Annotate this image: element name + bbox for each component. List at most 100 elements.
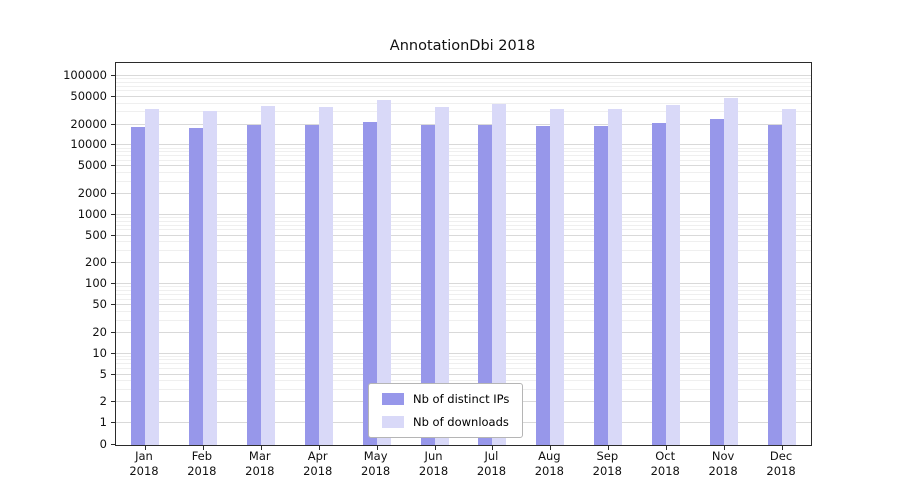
minor-gridline <box>116 78 811 80</box>
bar-distinct-ips <box>594 126 609 445</box>
x-tick-mark <box>782 445 784 450</box>
y-tick-label: 0 <box>99 437 107 451</box>
y-tick-mark <box>111 165 116 167</box>
major-gridline <box>116 192 811 194</box>
x-tick-label: Jul 2018 <box>462 449 520 479</box>
x-tick-label: Feb 2018 <box>173 449 231 479</box>
minor-gridline <box>116 111 811 113</box>
legend-swatch-distinct-ips <box>382 393 404 405</box>
y-tick-mark <box>111 444 116 445</box>
major-gridline <box>116 213 811 215</box>
x-tick-year: 2018 <box>360 464 391 478</box>
y-tick-label: 100000 <box>63 68 107 82</box>
x-tick-year: 2018 <box>129 464 159 478</box>
bars-layer <box>116 63 811 445</box>
bar-downloads <box>550 109 565 445</box>
x-tick-mark <box>492 445 494 450</box>
legend-label-downloads: Nb of downloads <box>413 415 509 429</box>
x-tick-month: May <box>363 449 388 463</box>
x-tick-mark <box>318 445 320 450</box>
major-gridline <box>116 262 811 264</box>
bar-downloads <box>492 104 507 445</box>
major-gridline <box>116 123 811 125</box>
x-tick-label: Oct 2018 <box>636 449 694 479</box>
bar-distinct-ips <box>420 125 435 445</box>
bar-distinct-ips <box>768 125 783 445</box>
y-tick-label: 1000 <box>77 206 107 221</box>
x-tick-label: Aug 2018 <box>520 449 578 479</box>
minor-gridline <box>116 90 811 92</box>
y-tick-mark <box>111 75 116 76</box>
x-tick-mark <box>260 445 262 450</box>
x-tick-month: Mar <box>248 449 271 463</box>
y-tick-label: 50000 <box>70 88 107 103</box>
x-tick-year: 2018 <box>708 464 738 478</box>
bar-downloads <box>202 111 217 445</box>
x-tick-mark <box>202 445 204 450</box>
minor-gridline <box>116 155 811 157</box>
y-tick-mark <box>111 144 116 146</box>
y-tick-label: 20 <box>92 324 107 339</box>
x-tick-label: Apr 2018 <box>289 449 347 479</box>
x-tick-label: Jan 2018 <box>115 449 173 479</box>
bar-downloads <box>376 100 391 445</box>
x-tick-year: 2018 <box>650 464 680 478</box>
y-tick-label: 100 <box>85 276 107 291</box>
x-tick-month: Aug <box>538 449 561 463</box>
y-tick-mark <box>111 123 116 125</box>
minor-gridline <box>116 151 811 153</box>
x-tick-month: Feb <box>191 449 213 463</box>
minor-gridline <box>116 319 811 321</box>
minor-gridline <box>116 250 811 252</box>
legend-item-distinct-ips: Nb of distinct IPs <box>382 392 509 406</box>
major-gridline <box>116 144 811 146</box>
major-gridline <box>116 283 811 285</box>
minor-gridline <box>116 147 811 149</box>
major-gridline <box>116 165 811 167</box>
minor-gridline <box>116 216 811 218</box>
y-tick-label: 1 <box>99 415 107 429</box>
x-tick-year: 2018 <box>303 464 333 478</box>
minor-gridline <box>116 293 811 295</box>
major-gridline <box>116 95 811 97</box>
x-axis-tick-labels: Jan 2018 Feb 2018 Mar 2018 Apr 2018 May 2018 Jun 20… <box>115 449 810 489</box>
y-tick-label: 5000 <box>77 158 107 173</box>
minor-gridline <box>116 85 811 87</box>
minor-gridline <box>116 224 811 226</box>
x-tick-month: Oct <box>655 449 676 463</box>
bar-distinct-ips <box>478 124 493 445</box>
x-tick-mark <box>434 445 436 450</box>
major-gridline <box>116 234 811 236</box>
minor-gridline <box>116 81 811 83</box>
major-gridline <box>116 331 811 333</box>
x-tick-month: Jun <box>424 449 443 463</box>
y-tick-label: 20000 <box>70 116 107 131</box>
y-tick-mark <box>111 213 116 215</box>
y-tick-label: 2000 <box>77 185 107 200</box>
bar-downloads <box>608 108 623 445</box>
bar-downloads <box>434 106 449 445</box>
x-tick-label: Sep 2018 <box>578 449 636 479</box>
minor-gridline <box>116 241 811 243</box>
x-tick-mark <box>666 445 668 450</box>
x-tick-year: 2018 <box>476 464 507 478</box>
legend-label-distinct-ips: Nb of distinct IPs <box>413 392 510 406</box>
x-tick-year: 2018 <box>418 464 449 478</box>
y-tick-label: 10000 <box>70 137 107 152</box>
bar-downloads <box>260 106 275 445</box>
x-tick-year: 2018 <box>245 464 275 478</box>
x-tick-year: 2018 <box>592 464 622 478</box>
y-tick-label: 200 <box>85 255 107 270</box>
bar-downloads <box>724 98 739 445</box>
y-tick-mark <box>111 262 116 264</box>
x-tick-label: Jun 2018 <box>405 449 463 479</box>
x-tick-mark <box>550 445 552 450</box>
y-tick-mark <box>111 373 116 375</box>
plot-area: Nb of distinct IPs Nb of downloads <box>111 62 812 450</box>
y-tick-mark <box>111 283 116 285</box>
legend: Nb of distinct IPs Nb of downloads <box>368 383 524 438</box>
x-tick-month: Dec <box>769 449 793 463</box>
x-tick-month: Jan <box>135 449 153 463</box>
y-tick-mark <box>111 192 116 194</box>
